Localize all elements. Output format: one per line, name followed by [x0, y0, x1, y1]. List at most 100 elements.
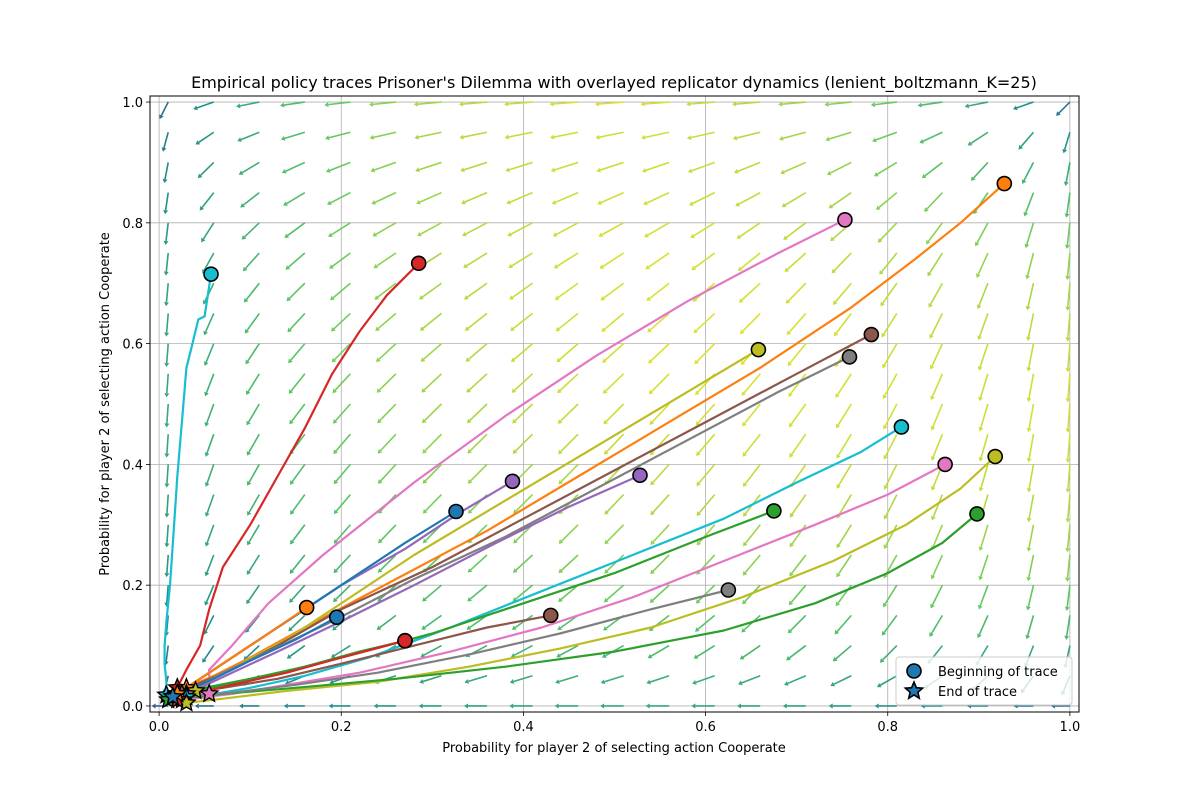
- quiver-arrow: [697, 403, 716, 424]
- quiver-arrow: [166, 524, 170, 544]
- quiver-arrow: [744, 403, 761, 424]
- quiver-arrow: [927, 222, 944, 242]
- quiver-arrow: [698, 494, 716, 514]
- quiver-arrow: [510, 222, 533, 235]
- quiver-arrowhead: [975, 273, 981, 278]
- trace-start-circle: [410, 255, 427, 272]
- quiver-arrowhead: [1026, 517, 1032, 523]
- quiver-arrow: [559, 373, 579, 392]
- quiver-arrow: [555, 222, 579, 236]
- quiver-arrow: [884, 554, 898, 576]
- quiver-arrow: [830, 161, 852, 174]
- quiver-arrowhead: [741, 391, 747, 396]
- quiver-arrowhead: [421, 388, 426, 393]
- trace-line: [163, 274, 213, 696]
- quiver-arrowhead: [204, 452, 210, 457]
- quiver-arrowhead: [331, 326, 336, 332]
- quiver-arrow: [885, 524, 898, 546]
- quiver-arrowhead: [695, 390, 700, 396]
- quiver-arrowhead: [978, 426, 984, 432]
- quiver-arrow: [373, 131, 397, 139]
- quiver-arrow: [289, 312, 306, 330]
- quiver-arrow: [378, 343, 397, 360]
- quiver-arrow: [335, 463, 351, 482]
- quiver-arrow: [744, 554, 761, 574]
- quiver-arrow: [605, 403, 625, 423]
- quiver-arrow: [885, 494, 898, 517]
- y-tick-label: 0.0: [122, 700, 143, 715]
- quiver-arrowhead: [507, 231, 513, 237]
- quiver-arrow: [697, 614, 716, 630]
- quiver-arrow: [160, 101, 169, 116]
- quiver-arrowhead: [880, 301, 885, 307]
- quiver-arrowhead: [422, 448, 427, 454]
- quiver-arrow: [926, 192, 943, 210]
- quiver-arrow: [932, 524, 944, 547]
- quiver-arrow: [736, 131, 761, 139]
- quiver-arrowhead: [202, 658, 207, 663]
- quiver-arrowhead: [513, 568, 518, 573]
- quiver-arrow: [1028, 494, 1035, 519]
- quiver-arrowhead: [648, 389, 654, 395]
- quiver-arrowhead: [324, 102, 329, 108]
- quiver-arrow: [248, 494, 260, 513]
- quiver-arrow: [885, 464, 898, 487]
- quiver-arrowhead: [246, 420, 251, 426]
- quiver-arrow: [420, 222, 442, 235]
- quiver-arrow: [882, 645, 898, 661]
- quiver-arrowhead: [930, 603, 935, 609]
- quiver-arrowhead: [1026, 487, 1032, 493]
- quiver-arrowhead: [787, 361, 793, 367]
- quiver-arrowhead: [1065, 548, 1071, 553]
- quiver-arrowhead: [557, 419, 563, 424]
- quiver-arrowhead: [558, 479, 564, 485]
- quiver-arrow: [787, 675, 807, 685]
- quiver-arrowhead: [1026, 397, 1032, 403]
- quiver-arrowhead: [246, 599, 251, 605]
- quiver-arrow: [603, 282, 625, 299]
- quiver-arrow: [790, 614, 807, 632]
- quiver-arrow: [560, 584, 579, 600]
- quiver-arrowhead: [280, 135, 286, 141]
- quiver-arrow: [287, 252, 306, 268]
- quiver-arrow: [694, 252, 716, 269]
- quiver-arrowhead: [931, 515, 936, 521]
- quiver-arrow: [201, 192, 215, 208]
- quiver-arrow: [789, 343, 807, 364]
- quiver-arrowhead: [742, 452, 748, 457]
- quiver-arrow: [644, 101, 670, 105]
- quiver-arrowhead: [332, 388, 337, 394]
- quiver-arrow: [466, 282, 488, 298]
- quiver-arrowhead: [164, 332, 170, 337]
- quiver-arrow: [782, 101, 806, 105]
- quiver-arrowhead: [696, 451, 701, 456]
- quiver-arrow: [932, 554, 944, 577]
- quiver-arrow: [417, 101, 442, 105]
- quiver-arrow: [930, 313, 944, 336]
- quiver-arrowhead: [509, 703, 514, 709]
- quiver-arrow: [882, 312, 898, 335]
- quiver-arrow: [464, 191, 488, 203]
- quiver-arrow: [884, 403, 898, 427]
- quiver-arrow: [513, 342, 534, 361]
- quiver-arrowhead: [504, 101, 509, 107]
- quiver-arrowhead: [162, 178, 168, 184]
- quiver-arrow: [379, 614, 397, 629]
- quiver-arrowhead: [784, 267, 790, 273]
- quiver-arrowhead: [373, 703, 378, 709]
- quiver-arrow: [286, 191, 306, 205]
- quiver-arrow: [334, 343, 351, 361]
- quiver-arrow: [698, 433, 716, 454]
- quiver-arrowhead: [377, 418, 382, 424]
- quiver-arrow: [879, 222, 898, 241]
- quiver-arrow: [166, 373, 170, 394]
- quiver-arrow: [836, 373, 852, 396]
- quiver-arrowhead: [650, 510, 655, 516]
- quiver-arrowhead: [741, 627, 746, 633]
- quiver-arrow: [602, 252, 625, 268]
- quiver-arrowhead: [782, 703, 787, 709]
- quiver-arrowhead: [836, 453, 841, 459]
- quiver-arrow: [514, 433, 534, 452]
- quiver-arrowhead: [422, 479, 428, 484]
- quiver-arrowhead: [1025, 274, 1031, 280]
